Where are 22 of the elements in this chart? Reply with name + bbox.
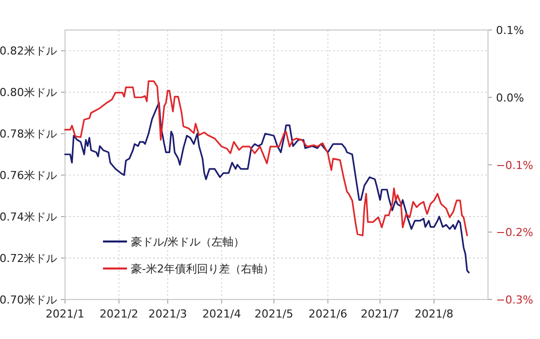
y-tick-label: 0.70米ドル: [0, 294, 57, 306]
y2-tick-label: −0.2%: [496, 226, 534, 240]
y-tick-label: 0.76米ドル: [0, 169, 57, 182]
y-tick-label: 0.72米ドル: [0, 252, 57, 266]
x-tick-label: 2021/3: [148, 308, 188, 320]
y2-tick-label: 0.0%: [496, 91, 524, 104]
y2-tick-label: −0.3%: [496, 294, 534, 306]
x-tick-label: 2021/7: [360, 308, 400, 320]
legend-label: 豪-米2年債利回り差（右軸）: [131, 262, 274, 276]
x-tick-label: 2021/2: [100, 308, 138, 320]
y-tick-label: 0.80米ドル: [0, 86, 57, 100]
x-tick-label: 2021/4: [202, 308, 242, 320]
x-tick-label: 2021/8: [414, 308, 454, 320]
x-tick-label: 2021/6: [308, 308, 348, 320]
y2-tick-label: 0.1%: [496, 24, 524, 37]
y-tick-label: 0.78米ドル: [0, 128, 57, 141]
y2-tick-label: −0.1%: [496, 158, 534, 172]
x-tick-label: 2021/5: [254, 308, 294, 320]
y-tick-label: 0.82米ドル: [0, 44, 57, 58]
y-tick-label: 0.74米ドル: [0, 210, 57, 224]
legend-label: 豪ドル/米ドル（左軸）: [131, 236, 245, 248]
x-tick-label: 2021/1: [46, 308, 84, 320]
